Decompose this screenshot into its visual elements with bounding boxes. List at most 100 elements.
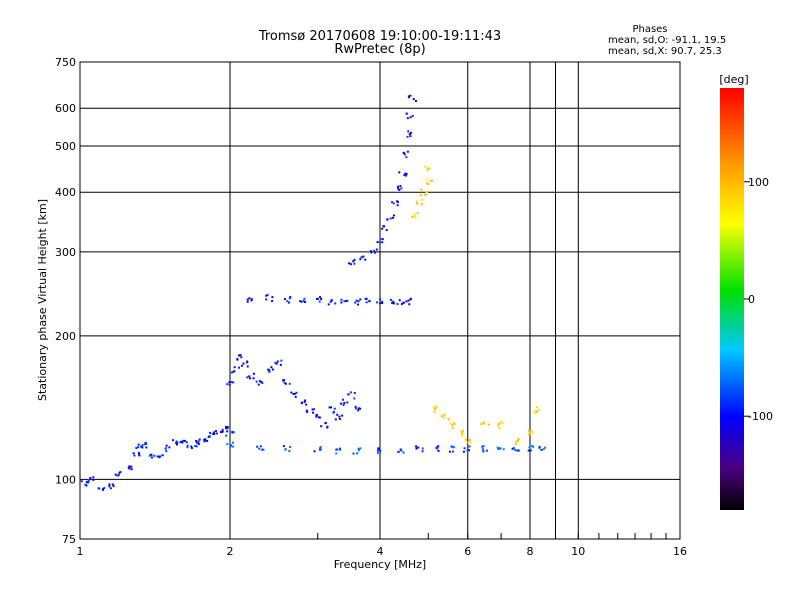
data-point xyxy=(468,445,471,448)
data-point xyxy=(340,298,343,301)
data-point xyxy=(300,401,303,404)
data-point xyxy=(268,370,271,373)
data-point xyxy=(320,425,323,428)
data-point xyxy=(289,446,292,449)
data-point xyxy=(195,445,198,448)
data-point xyxy=(528,429,531,432)
data-point xyxy=(295,391,298,394)
data-point xyxy=(347,393,350,396)
data-point xyxy=(242,362,245,365)
data-point xyxy=(259,445,262,448)
data-point xyxy=(212,432,215,435)
data-point xyxy=(409,116,412,119)
data-point xyxy=(356,303,359,306)
data-point xyxy=(190,447,193,450)
data-point xyxy=(282,445,285,448)
data-point xyxy=(378,448,381,451)
data-point xyxy=(287,301,290,304)
data-point xyxy=(464,438,467,441)
data-point xyxy=(137,443,140,446)
data-point xyxy=(451,450,454,453)
data-point xyxy=(315,415,318,418)
data-point xyxy=(392,300,395,303)
data-point xyxy=(228,383,231,386)
data-point xyxy=(498,427,501,430)
data-point xyxy=(224,427,227,430)
data-point xyxy=(482,421,485,424)
data-point xyxy=(116,474,119,477)
data-point xyxy=(290,391,293,394)
data-point xyxy=(87,481,90,484)
data-point xyxy=(303,400,306,403)
data-point xyxy=(359,258,362,261)
data-point xyxy=(326,426,329,429)
data-point xyxy=(340,301,343,304)
data-point xyxy=(148,454,151,457)
data-point xyxy=(460,435,463,438)
data-point xyxy=(379,298,382,301)
data-point xyxy=(453,423,456,426)
data-point xyxy=(87,479,90,482)
data-point xyxy=(341,414,344,417)
data-point xyxy=(411,114,414,117)
data-point xyxy=(103,487,106,490)
data-point xyxy=(315,414,318,417)
data-point xyxy=(420,194,423,197)
data-point xyxy=(158,455,161,458)
data-point xyxy=(89,476,92,479)
data-point xyxy=(257,383,260,386)
data-point xyxy=(352,260,355,263)
data-point xyxy=(108,483,111,486)
data-point xyxy=(249,377,252,380)
data-point xyxy=(468,438,471,441)
data-point xyxy=(214,429,217,432)
data-point xyxy=(460,431,463,434)
data-point xyxy=(461,429,464,432)
data-point xyxy=(502,448,505,451)
data-point xyxy=(195,439,198,442)
data-point xyxy=(324,421,327,424)
data-point xyxy=(385,229,388,232)
colorbar-tick-label: 100 xyxy=(748,176,769,189)
data-point xyxy=(119,471,122,474)
data-point xyxy=(145,446,148,449)
data-point xyxy=(275,362,278,365)
data-point xyxy=(540,448,543,451)
data-point xyxy=(349,263,352,266)
data-point xyxy=(379,238,382,241)
y-tick-label: 400 xyxy=(55,186,76,199)
data-point xyxy=(391,216,394,219)
data-point xyxy=(359,447,362,450)
data-point xyxy=(409,298,412,301)
grid xyxy=(80,62,680,539)
data-point xyxy=(271,296,274,299)
data-point xyxy=(175,442,178,445)
data-point xyxy=(317,297,320,300)
data-point xyxy=(252,372,255,375)
data-point xyxy=(364,297,367,300)
data-point xyxy=(260,381,263,384)
data-point xyxy=(376,301,379,304)
data-point xyxy=(319,446,322,449)
data-point xyxy=(468,449,471,452)
data-point xyxy=(197,442,200,445)
data-point xyxy=(392,301,395,304)
data-point xyxy=(143,443,146,446)
data-point xyxy=(430,179,433,182)
data-point xyxy=(415,199,418,202)
data-point xyxy=(381,300,384,303)
data-point xyxy=(315,297,318,300)
data-point xyxy=(405,112,408,115)
data-point xyxy=(109,487,112,490)
data-point xyxy=(370,250,373,253)
data-point xyxy=(256,445,259,448)
data-point xyxy=(396,185,399,188)
x-tick-label: 10 xyxy=(571,545,585,558)
data-point xyxy=(400,449,403,452)
data-point xyxy=(267,368,270,371)
data-point xyxy=(313,450,316,453)
data-point xyxy=(448,450,451,453)
data-point xyxy=(516,439,519,442)
data-point xyxy=(376,451,379,454)
data-point xyxy=(535,410,538,413)
